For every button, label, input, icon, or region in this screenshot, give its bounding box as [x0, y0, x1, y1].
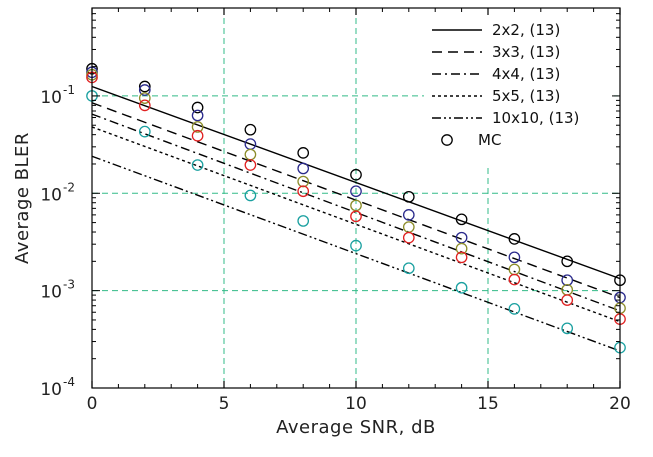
mc-point-3-9 [561, 294, 574, 306]
mc-point-2-3 [244, 148, 257, 161]
mc-point-0-7 [455, 213, 468, 226]
legend-background [424, 14, 614, 166]
legend-label-0: 2x2, (13) [492, 21, 560, 39]
legend-marker-5 [441, 134, 453, 146]
y-tick-label-2: 10 [40, 185, 62, 205]
mc-point-3-8 [508, 273, 521, 286]
legend-label-3: 5x5, (13) [492, 87, 560, 105]
mc-point-4-5 [350, 239, 362, 252]
mc-point-2-2 [191, 121, 204, 133]
mc-point-1-6 [402, 209, 415, 221]
mc-point-2-6 [402, 221, 415, 233]
y-tick-exponent-0: -4 [63, 375, 75, 389]
mc-point-3-5 [350, 210, 362, 223]
mc-point-4-8 [508, 303, 521, 315]
mc-point-0-3 [244, 123, 257, 136]
x-axis-label: Average SNR, dB [276, 417, 436, 438]
mc-point-2-1 [138, 92, 151, 104]
mc-point-1-1 [138, 84, 151, 96]
mc-point-2-9 [561, 283, 574, 296]
mc-point-0-2 [191, 101, 204, 114]
mc-point-4-3 [244, 189, 257, 202]
x-tick-label-4: 20 [609, 394, 631, 414]
y-tick-label-1: 10 [40, 283, 62, 303]
legend-label-1: 3x3, (13) [492, 43, 560, 61]
mc-point-3-2 [191, 129, 204, 142]
y-tick-label-3: 10 [40, 88, 62, 108]
mc-point-4-6 [402, 262, 415, 275]
y-tick-exponent-1: -3 [63, 278, 75, 292]
mc-point-0-5 [350, 168, 362, 181]
series-line-2 [92, 113, 620, 312]
y-axis-label: Average BLER [12, 132, 33, 264]
mc-point-0-8 [508, 233, 521, 245]
mc-point-1-9 [561, 274, 574, 287]
mc-point-1-4 [297, 162, 310, 175]
x-tick-label-1: 5 [219, 394, 230, 414]
y-tick-exponent-3: -1 [63, 83, 75, 97]
mc-point-4-1 [138, 125, 151, 138]
mc-point-1-2 [191, 109, 204, 122]
mc-point-0-9 [561, 255, 574, 268]
x-tick-label-3: 15 [477, 394, 499, 414]
mc-point-1-8 [508, 251, 521, 264]
mc-point-0-1 [138, 80, 151, 93]
mc-point-3-1 [138, 99, 151, 112]
axis-ticks [91, 7, 621, 389]
mc-point-3-6 [402, 231, 415, 244]
series-line-0 [92, 85, 620, 280]
y-tick-label-0: 10 [40, 380, 62, 400]
mc-point-4-4 [297, 215, 310, 227]
legend: 2x2, (13) 3x3, (13) 4x4, (13) 5x5, (13) 10x1… [424, 14, 614, 166]
mc-point-0-4 [297, 147, 310, 159]
mc-point-2-4 [297, 175, 310, 188]
mc-point-2-7 [455, 242, 468, 255]
mc-point-4-9 [561, 322, 574, 335]
mc-point-3-3 [244, 159, 257, 171]
legend-label-5: MC [478, 131, 501, 149]
series-line-4 [92, 155, 620, 352]
y-tick-exponent-2: -2 [63, 180, 75, 194]
mc-point-1-5 [350, 185, 362, 198]
x-tick-label-2: 10 [345, 394, 367, 414]
x-tick-label-0: 0 [87, 394, 98, 414]
legend-label-4: 10x10, (13) [492, 109, 579, 127]
mc-point-0-6 [402, 190, 415, 203]
legend-label-2: 4x4, (13) [492, 65, 560, 83]
mc-point-4-7 [455, 281, 468, 294]
series-line-3 [92, 126, 620, 323]
mc-point-4-2 [191, 159, 204, 171]
mc-point-2-8 [508, 263, 521, 276]
mc-point-3-4 [297, 185, 310, 198]
mc-point-3-7 [455, 251, 468, 264]
